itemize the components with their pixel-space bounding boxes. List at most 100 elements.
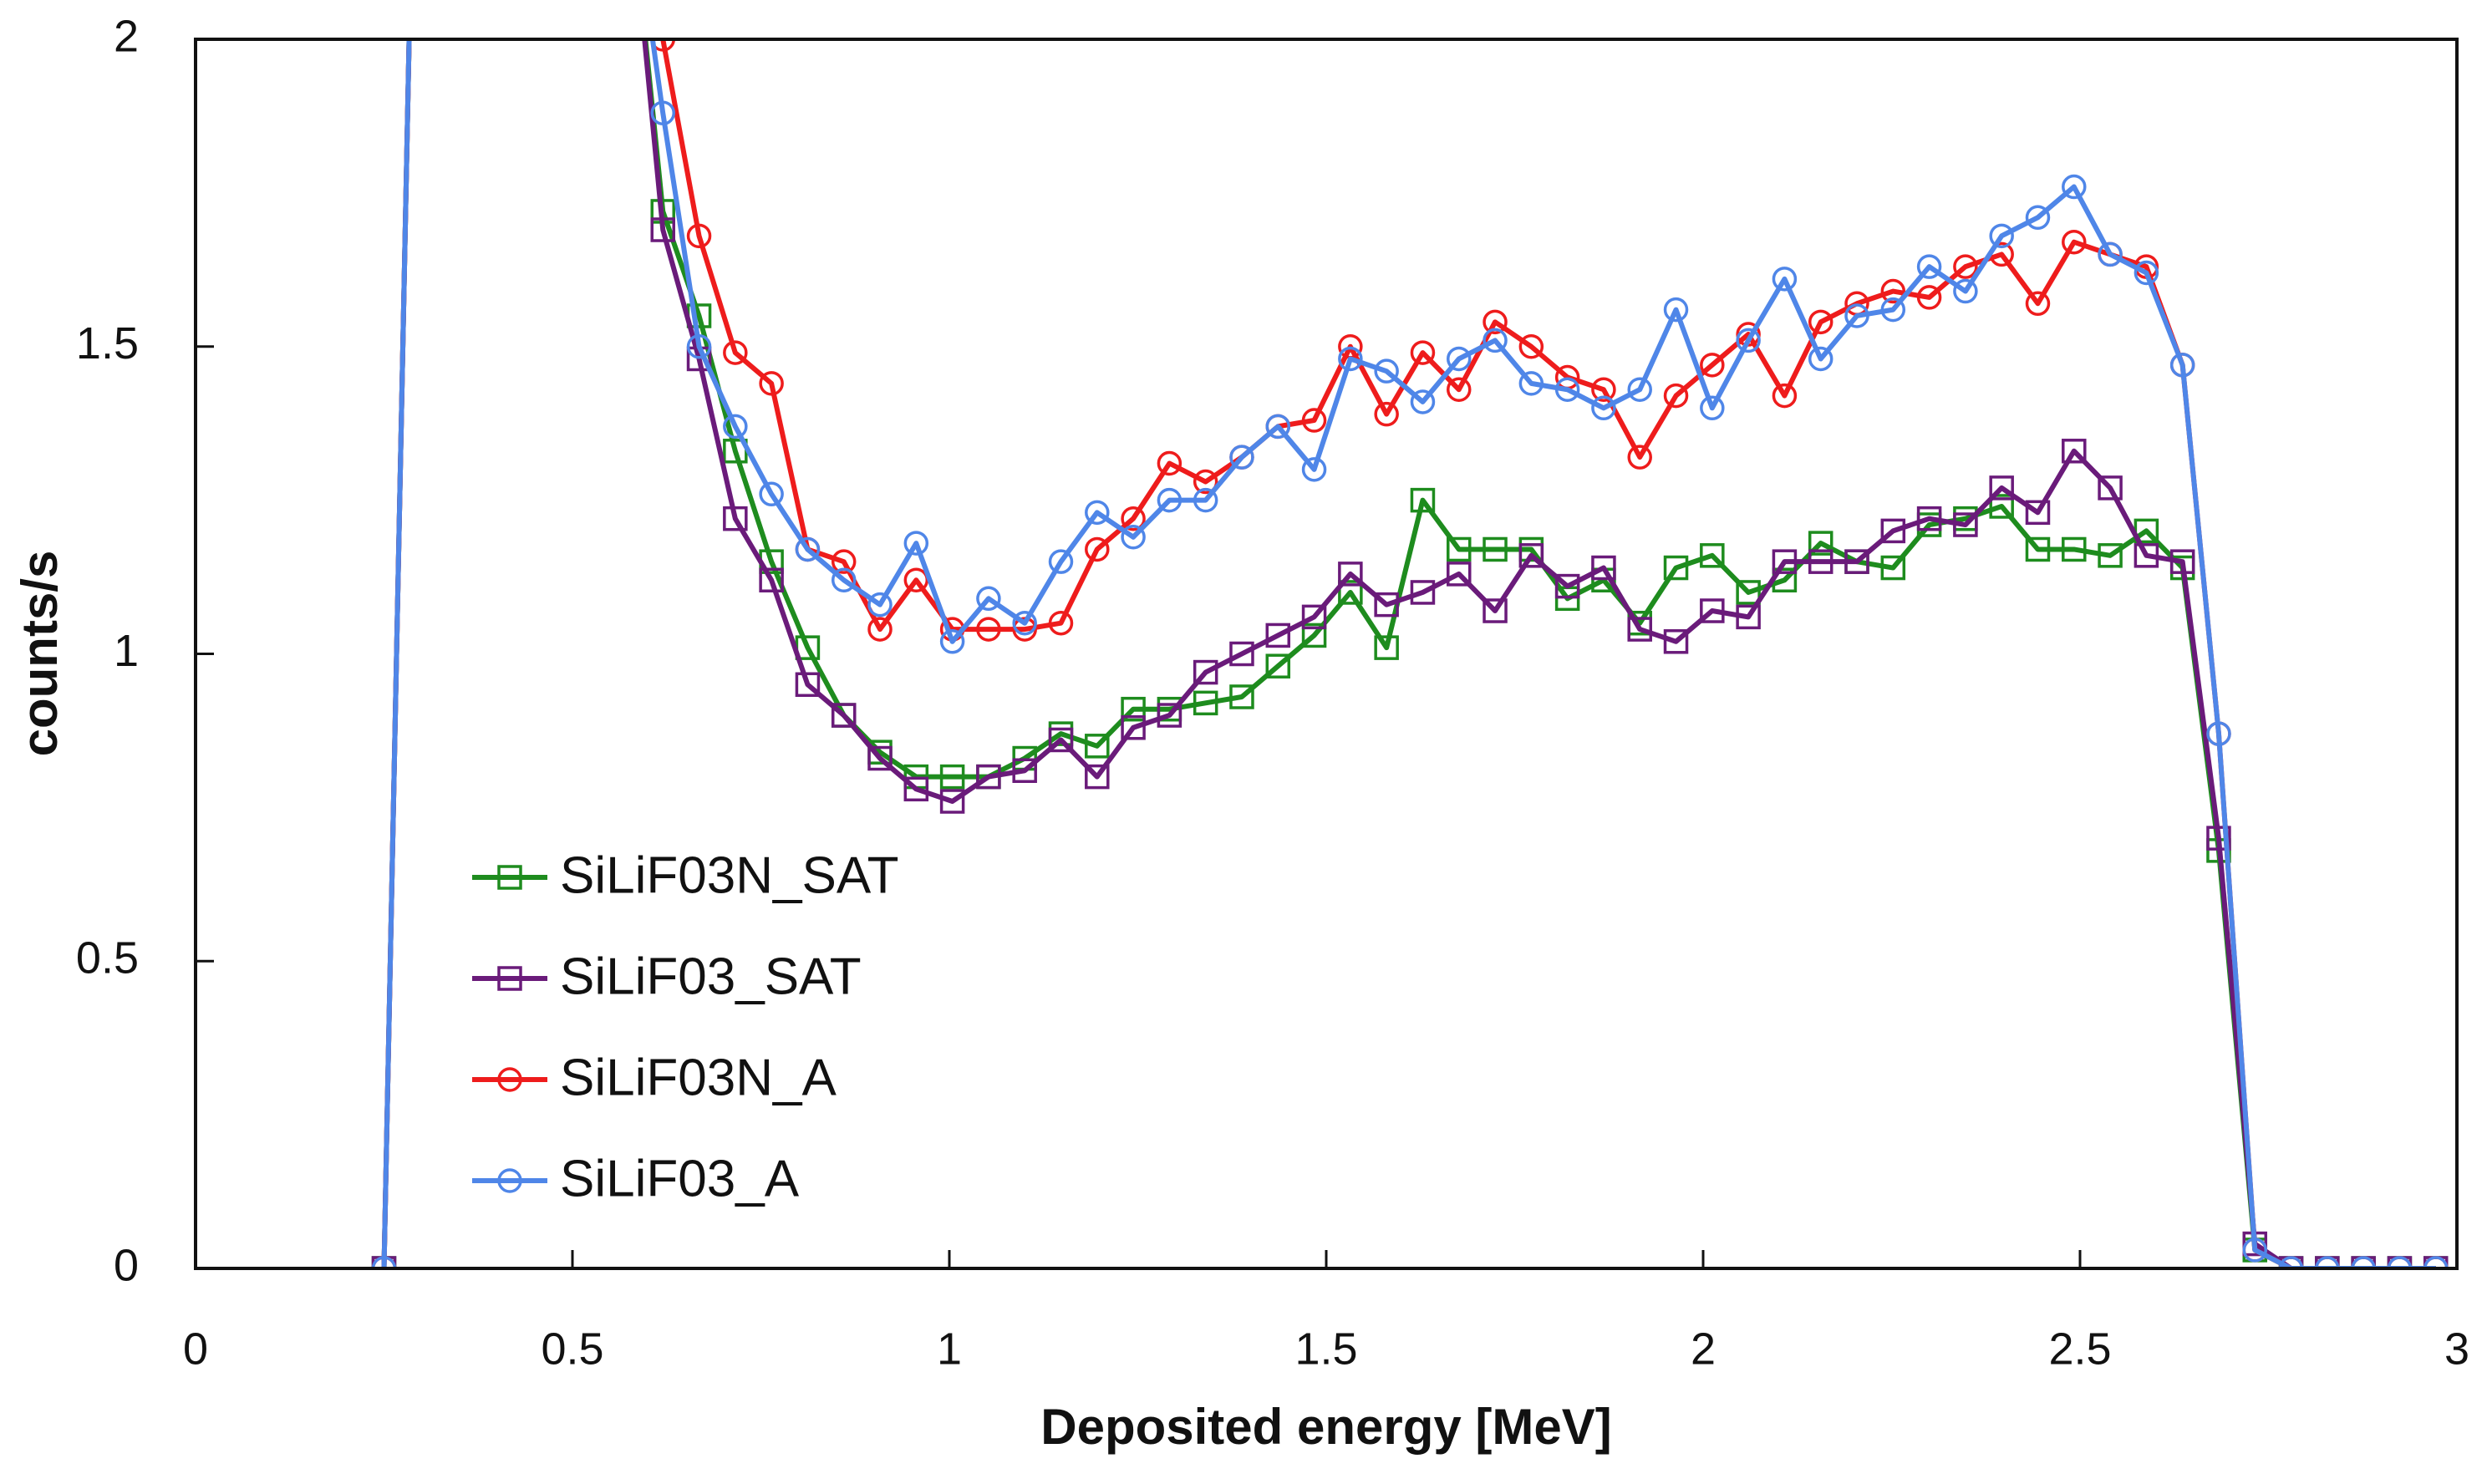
data-point	[831, 567, 857, 592]
data-point	[1229, 684, 1254, 709]
data-point	[1410, 389, 1436, 414]
data-point	[1301, 408, 1327, 433]
data-point	[867, 617, 893, 642]
data-point	[1663, 383, 1689, 409]
data-point	[1121, 715, 1146, 740]
data-point	[2098, 543, 2123, 568]
data-point	[1229, 641, 1254, 667]
data-point	[2098, 241, 2123, 267]
data-point	[1121, 525, 1146, 550]
data-point	[976, 617, 1001, 642]
x-tick-label: 2	[1691, 1324, 1716, 1374]
data-point	[759, 567, 784, 592]
data-point	[1483, 328, 1508, 353]
data-point	[2242, 1238, 2268, 1263]
data-point	[1663, 629, 1689, 654]
data-point	[1338, 580, 1363, 605]
data-point	[1447, 536, 1472, 562]
data-point	[1554, 377, 1580, 402]
data-point	[1989, 223, 2014, 249]
data-point	[1844, 549, 1869, 574]
data-point	[1193, 659, 1218, 685]
data-point	[1483, 309, 1508, 335]
data-point	[2169, 549, 2195, 574]
data-point	[2387, 1256, 2413, 1268]
data-point	[371, 1256, 397, 1268]
y-tick-label: 1	[114, 626, 139, 676]
data-point	[2062, 439, 2087, 464]
data-point	[1483, 598, 1508, 623]
data-point	[1374, 401, 1399, 427]
data-point	[1193, 487, 1218, 513]
data-point	[903, 567, 929, 592]
data-point	[1338, 346, 1363, 372]
data-point	[1989, 494, 2014, 519]
data-point	[1301, 604, 1327, 630]
data-point	[939, 789, 965, 814]
data-point	[1844, 303, 1869, 328]
data-point	[1301, 457, 1327, 482]
data-point	[2351, 1256, 2376, 1268]
x-tick-label: 3	[2444, 1324, 2469, 1374]
y-tick-label: 0.5	[76, 933, 139, 983]
data-point	[2169, 353, 2195, 378]
data-point	[1916, 254, 1942, 279]
data-point	[2025, 500, 2051, 526]
data-point	[1193, 469, 1218, 495]
data-point	[1048, 549, 1074, 574]
data-point	[1193, 690, 1218, 716]
legend-marker	[497, 1168, 522, 1193]
data-point	[976, 586, 1001, 612]
data-point	[903, 531, 929, 556]
data-point	[1627, 617, 1652, 642]
data-point	[650, 217, 675, 242]
plot-area	[371, 39, 2449, 1268]
data-point	[1953, 512, 1978, 537]
data-point	[759, 371, 784, 396]
data-point	[831, 703, 857, 728]
data-point	[1012, 758, 1037, 783]
data-point	[1989, 475, 2014, 501]
data-point	[1953, 278, 1978, 304]
data-point	[867, 592, 893, 617]
data-point	[2025, 536, 2051, 562]
data-point	[2025, 291, 2051, 317]
data-point	[2062, 536, 2087, 562]
data-point	[1518, 371, 1544, 396]
data-point	[1374, 358, 1399, 384]
y-tick-label: 0	[114, 1240, 139, 1290]
data-point	[1483, 536, 1508, 562]
data-point	[1265, 653, 1291, 678]
data-point	[1157, 703, 1182, 728]
data-point	[2206, 826, 2231, 851]
data-point	[1410, 340, 1436, 365]
data-point	[795, 672, 821, 698]
data-point	[1121, 506, 1146, 531]
data-point	[939, 764, 965, 790]
data-point	[1700, 543, 1725, 568]
data-point	[1736, 328, 1761, 353]
data-point	[723, 506, 748, 531]
data-point	[1808, 549, 1833, 574]
data-point	[1700, 353, 1725, 378]
data-point	[650, 100, 675, 126]
data-point	[1518, 334, 1544, 359]
data-point	[2062, 229, 2087, 255]
data-point	[1048, 610, 1074, 636]
x-tick-label: 2.5	[2048, 1324, 2111, 1374]
data-point	[1410, 580, 1436, 605]
data-point	[2423, 1256, 2449, 1268]
data-point	[686, 334, 712, 359]
data-point	[1627, 445, 1652, 470]
x-tick-label: 1.5	[1294, 1324, 1357, 1374]
series-line	[381, 39, 2436, 1268]
data-point	[1447, 377, 1472, 402]
data-point	[1554, 573, 1580, 599]
data-point	[976, 764, 1001, 790]
data-point	[1085, 500, 1110, 526]
data-point	[1012, 610, 1037, 636]
data-point	[2134, 543, 2159, 568]
data-point	[1880, 518, 1906, 544]
legend-marker	[497, 865, 522, 890]
legend-label: SiLiF03N_SAT	[560, 846, 898, 904]
